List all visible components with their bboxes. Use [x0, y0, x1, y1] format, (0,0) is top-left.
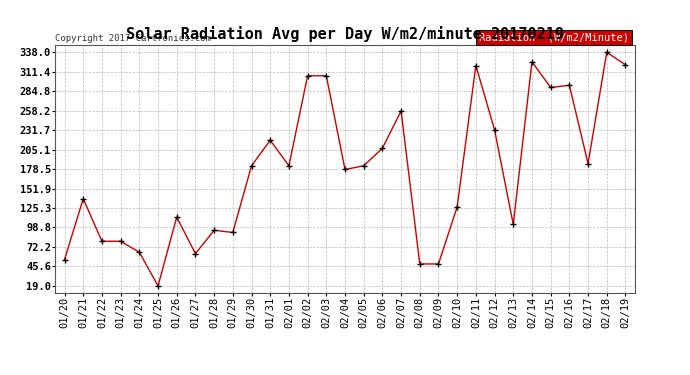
Text: Copyright 2017 Cartronics.com: Copyright 2017 Cartronics.com [55, 33, 211, 42]
Text: Radiation  (W/m2/Minute): Radiation (W/m2/Minute) [479, 33, 629, 42]
Title: Solar Radiation Avg per Day W/m2/minute 20170219: Solar Radiation Avg per Day W/m2/minute … [126, 27, 564, 42]
